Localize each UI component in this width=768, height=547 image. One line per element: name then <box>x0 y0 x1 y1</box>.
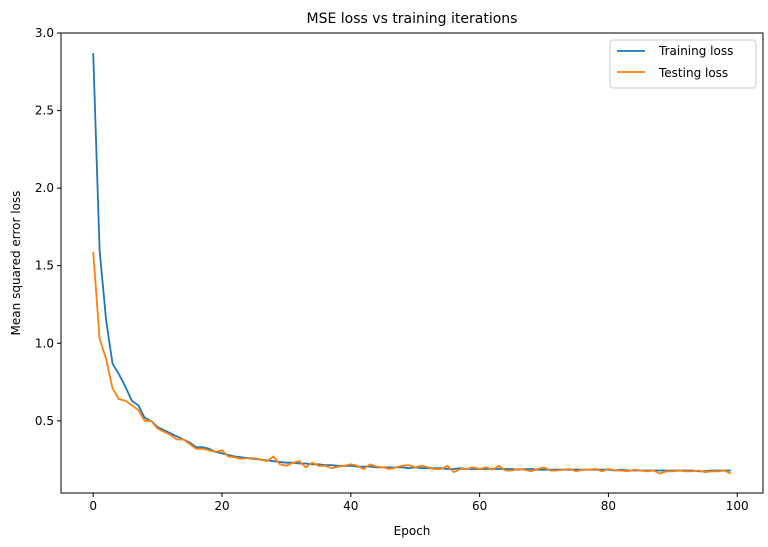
x-tick-label: 40 <box>343 499 358 513</box>
y-tick-label: 3.0 <box>35 26 54 40</box>
x-tick-label: 80 <box>601 499 616 513</box>
axes-frame <box>60 32 764 494</box>
y-tick-label: 1.5 <box>35 259 54 273</box>
y-tick-label: 0.5 <box>35 414 54 428</box>
legend-label-testing: Testing loss <box>658 66 728 80</box>
chart-title: MSE loss vs training iterations <box>307 11 518 27</box>
x-tick-label: 0 <box>89 499 97 513</box>
x-tick-label: 100 <box>726 499 749 513</box>
plot-area <box>92 53 732 475</box>
legend-label-training: Training loss <box>658 44 733 58</box>
x-tick-label: 60 <box>472 499 487 513</box>
y-tick-label: 2.5 <box>35 104 54 118</box>
x-axis: 0 20 40 60 80 100 <box>89 493 749 513</box>
y-axis: 0.5 1.0 1.5 2.0 2.5 3.0 <box>35 26 61 428</box>
y-tick-label: 2.0 <box>35 181 54 195</box>
legend: Training loss Testing loss <box>609 39 757 89</box>
series-line-training <box>92 53 731 473</box>
y-axis-label: Mean squared error loss <box>9 191 23 336</box>
y-tick-label: 1.0 <box>35 336 54 350</box>
series-line-testing <box>92 251 732 475</box>
x-tick-label: 20 <box>214 499 229 513</box>
x-axis-label: Epoch <box>394 524 431 538</box>
legend-box <box>609 39 757 89</box>
